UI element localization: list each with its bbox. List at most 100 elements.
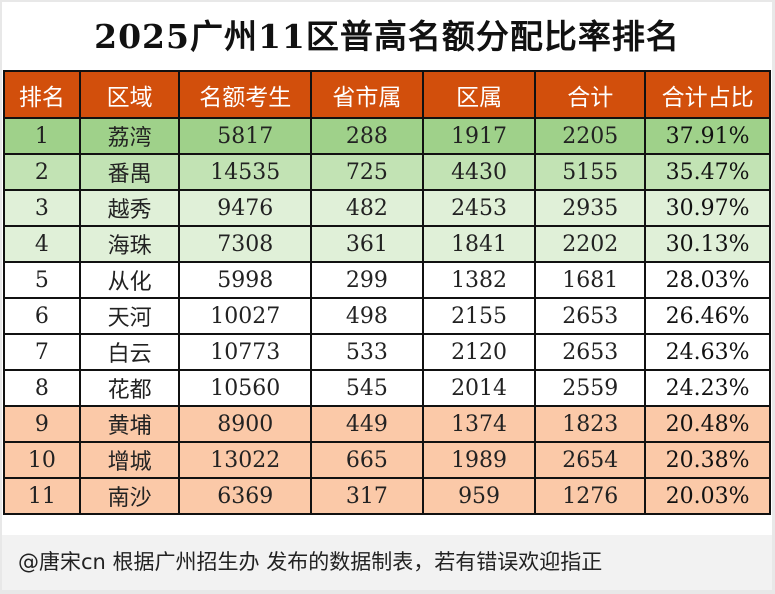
column-header: 区属 <box>421 70 537 119</box>
rank-cell: 8 <box>3 369 81 407</box>
rank-cell: 10 <box>3 441 81 479</box>
district-quota-cell: 2155 <box>421 297 537 335</box>
rank-cell: 3 <box>3 189 81 227</box>
total-cell: 2653 <box>534 297 647 335</box>
rank-cell: 7 <box>3 333 81 371</box>
district-cell: 黄埔 <box>78 405 181 443</box>
quota-students-cell: 7308 <box>178 225 313 263</box>
total-cell: 2205 <box>534 117 647 155</box>
table-row: 10 增城 13022 665 1989 2654 20.38% <box>3 441 771 479</box>
district-quota-cell: 1382 <box>421 261 537 299</box>
district-cell: 从化 <box>78 261 181 299</box>
district-cell: 海珠 <box>78 225 181 263</box>
provincial-cell: 361 <box>310 225 424 263</box>
district-quota-cell: 2014 <box>421 369 537 407</box>
rank-cell: 5 <box>3 261 81 299</box>
quota-students-cell: 13022 <box>178 441 313 479</box>
quota-students-cell: 14535 <box>178 153 313 191</box>
district-cell: 荔湾 <box>78 117 181 155</box>
total-cell: 1823 <box>534 405 647 443</box>
column-header: 区域 <box>78 70 181 119</box>
district-quota-cell: 2453 <box>421 189 537 227</box>
table-row: 3 越秀 9476 482 2453 2935 30.97% <box>3 189 771 227</box>
provincial-cell: 498 <box>310 297 424 335</box>
footer-note: @唐宋cn 根据广州招生办 发布的数据制表，若有错误欢迎指正 <box>2 535 772 590</box>
provincial-cell: 482 <box>310 189 424 227</box>
total-cell: 2654 <box>534 441 647 479</box>
table-row: 4 海珠 7308 361 1841 2202 30.13% <box>3 225 771 263</box>
ratio-cell: 20.38% <box>644 441 771 479</box>
quota-students-cell: 8900 <box>178 405 313 443</box>
district-quota-cell: 1374 <box>421 405 537 443</box>
quota-students-cell: 5998 <box>178 261 313 299</box>
table-row: 6 天河 10027 498 2155 2653 26.46% <box>3 297 771 335</box>
district-cell: 番禺 <box>78 153 181 191</box>
ratio-cell: 24.63% <box>644 333 771 371</box>
ranking-table: 排名 区域 名额考生 省市属 区属 合计 合计占比 1 荔湾 5817 288 1917 2205 37… <box>3 70 771 515</box>
district-cell: 南沙 <box>78 477 181 515</box>
provincial-cell: 288 <box>310 117 424 155</box>
district-cell: 增城 <box>78 441 181 479</box>
total-cell: 1276 <box>534 477 647 515</box>
district-quota-cell: 4430 <box>421 153 537 191</box>
provincial-cell: 317 <box>310 477 424 515</box>
column-header: 省市属 <box>310 70 424 119</box>
ratio-cell: 26.46% <box>644 297 771 335</box>
district-quota-cell: 2120 <box>421 333 537 371</box>
rank-cell: 11 <box>3 477 81 515</box>
ratio-cell: 20.03% <box>644 477 771 515</box>
district-cell: 花都 <box>78 369 181 407</box>
page-title: 2025广州11区普高名额分配比率排名 <box>94 17 680 56</box>
quota-students-cell: 5817 <box>178 117 313 155</box>
rank-cell: 4 <box>3 225 81 263</box>
district-quota-cell: 1841 <box>421 225 537 263</box>
district-quota-cell: 1989 <box>421 441 537 479</box>
ratio-cell: 30.13% <box>644 225 771 263</box>
provincial-cell: 299 <box>310 261 424 299</box>
provincial-cell: 545 <box>310 369 424 407</box>
column-header: 名额考生 <box>178 70 313 119</box>
total-cell: 1681 <box>534 261 647 299</box>
rank-cell: 1 <box>3 117 81 155</box>
ratio-cell: 24.23% <box>644 369 771 407</box>
table-header-row: 排名 区域 名额考生 省市属 区属 合计 合计占比 <box>3 70 771 119</box>
ratio-cell: 35.47% <box>644 153 771 191</box>
ratio-cell: 30.97% <box>644 189 771 227</box>
quota-students-cell: 10773 <box>178 333 313 371</box>
quota-students-cell: 6369 <box>178 477 313 515</box>
table-row: 2 番禺 14535 725 4430 5155 35.47% <box>3 153 771 191</box>
provincial-cell: 725 <box>310 153 424 191</box>
table-row: 8 花都 10560 545 2014 2559 24.23% <box>3 369 771 407</box>
quota-students-cell: 10027 <box>178 297 313 335</box>
table-row: 9 黄埔 8900 449 1374 1823 20.48% <box>3 405 771 443</box>
district-cell: 天河 <box>78 297 181 335</box>
ratio-cell: 28.03% <box>644 261 771 299</box>
ratio-cell: 20.48% <box>644 405 771 443</box>
district-cell: 白云 <box>78 333 181 371</box>
table-row: 1 荔湾 5817 288 1917 2205 37.91% <box>3 117 771 155</box>
rank-cell: 2 <box>3 153 81 191</box>
provincial-cell: 665 <box>310 441 424 479</box>
quota-students-cell: 10560 <box>178 369 313 407</box>
column-header: 合计 <box>534 70 647 119</box>
total-cell: 2202 <box>534 225 647 263</box>
column-header: 合计占比 <box>644 70 771 119</box>
provincial-cell: 533 <box>310 333 424 371</box>
total-cell: 2559 <box>534 369 647 407</box>
table-row: 5 从化 5998 299 1382 1681 28.03% <box>3 261 771 299</box>
total-cell: 2653 <box>534 333 647 371</box>
district-quota-cell: 1917 <box>421 117 537 155</box>
total-cell: 5155 <box>534 153 647 191</box>
table-row: 11 南沙 6369 317 959 1276 20.03% <box>3 477 771 515</box>
ratio-cell: 37.91% <box>644 117 771 155</box>
district-quota-cell: 959 <box>421 477 537 515</box>
table-row: 7 白云 10773 533 2120 2653 24.63% <box>3 333 771 371</box>
column-header: 排名 <box>3 70 81 119</box>
provincial-cell: 449 <box>310 405 424 443</box>
quota-students-cell: 9476 <box>178 189 313 227</box>
rank-cell: 6 <box>3 297 81 335</box>
total-cell: 2935 <box>534 189 647 227</box>
district-cell: 越秀 <box>78 189 181 227</box>
rank-cell: 9 <box>3 405 81 443</box>
